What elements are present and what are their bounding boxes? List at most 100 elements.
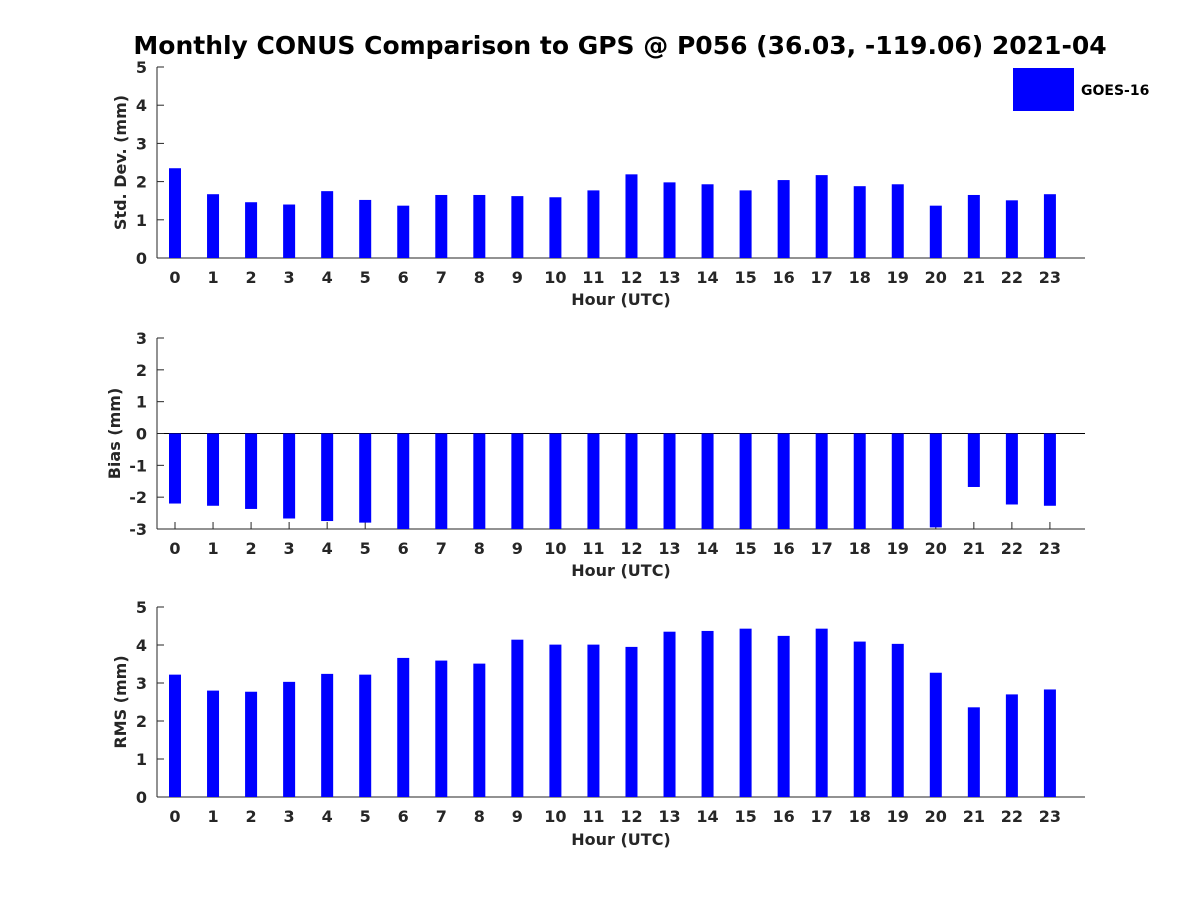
bias-bar-hour-2 (245, 433, 258, 509)
legend-label-goes16: GOES-16 (1081, 83, 1149, 99)
bias-x-tick-label: 10 (544, 539, 566, 558)
rms-x-tick-label: 23 (1039, 807, 1061, 826)
bias-bar-hour-5 (359, 433, 372, 523)
std-dev-bar-hour-13 (663, 182, 676, 258)
bias-y-tick-label: -3 (129, 520, 147, 539)
std-dev-bar-hour-18 (853, 186, 866, 258)
std-dev-x-tick-label: 15 (734, 268, 756, 287)
std-dev-bar-hour-23 (1043, 194, 1056, 258)
bias-bar-hour-17 (815, 433, 828, 529)
bias-bar-hour-18 (853, 433, 866, 529)
rms-x-axis-label: Hour (UTC) (571, 830, 671, 849)
std-dev-x-tick-label: 22 (1001, 268, 1023, 287)
rms-x-tick-label: 12 (620, 807, 642, 826)
bias-bar-hour-4 (321, 433, 334, 522)
rms-x-tick-label: 0 (169, 807, 180, 826)
bias-x-tick-label: 14 (696, 539, 718, 558)
bias-x-tick-label: 0 (169, 539, 180, 558)
rms-bar-hour-1 (207, 690, 220, 797)
std-dev-x-tick-label: 13 (658, 268, 680, 287)
bias-y-tick-label: 2 (136, 361, 147, 380)
std-dev-x-axis-label: Hour (UTC) (571, 290, 671, 309)
rms-x-tick-label: 18 (849, 807, 871, 826)
std-dev-bar-hour-11 (587, 190, 600, 258)
std-dev-bar-hour-10 (549, 197, 562, 258)
bias-y-tick-label: 3 (136, 329, 147, 348)
rms-bar-hour-6 (397, 657, 410, 797)
std-dev-bar-hour-21 (967, 194, 980, 258)
std-dev-x-tick-label: 14 (696, 268, 718, 287)
rms-bar-hour-11 (587, 644, 600, 797)
std-dev-x-tick-label: 10 (544, 268, 566, 287)
std-dev-bar-hour-0 (169, 168, 181, 258)
std-dev-x-tick-label: 6 (398, 268, 409, 287)
std-dev-y-tick-label: 1 (136, 211, 147, 230)
bias-x-tick-label: 18 (849, 539, 871, 558)
bias-x-tick-label: 4 (322, 539, 333, 558)
std-dev-bar-hour-5 (359, 199, 372, 258)
std-dev-x-tick-label: 23 (1039, 268, 1061, 287)
std-dev-bar-hour-19 (891, 184, 904, 258)
rms-bar-hour-9 (511, 639, 524, 797)
bias-x-tick-label: 16 (773, 539, 795, 558)
bias-x-tick-label: 7 (436, 539, 447, 558)
std-dev-bar-hour-12 (625, 174, 638, 258)
legend-swatch-goes16 (1013, 68, 1074, 111)
rms-x-tick-label: 5 (360, 807, 371, 826)
bias-x-axis-label: Hour (UTC) (571, 561, 671, 580)
legend: GOES-16 (1013, 68, 1149, 111)
bias-y-axis-label: Bias (mm) (105, 388, 124, 480)
rms-x-tick-label: 14 (696, 807, 718, 826)
std-dev-bar-hour-6 (397, 205, 410, 258)
std-dev-bar-hour-20 (929, 205, 942, 258)
rms-x-tick-label: 21 (963, 807, 985, 826)
std-dev-bar-hour-16 (777, 180, 790, 258)
bias-x-tick-label: 19 (887, 539, 909, 558)
bias-x-tick-label: 8 (474, 539, 485, 558)
std-dev-y-tick-label: 5 (136, 58, 147, 77)
bias-bar-hour-3 (283, 433, 296, 519)
rms-bar-hour-17 (815, 628, 828, 797)
rms-x-tick-label: 9 (512, 807, 523, 826)
rms-bar-hour-18 (853, 641, 866, 797)
std-dev-x-tick-label: 9 (512, 268, 523, 287)
std-dev-y-axis-label: Std. Dev. (mm) (111, 95, 130, 230)
rms-bar-hour-5 (359, 674, 372, 797)
std-dev-y-tick-label: 3 (136, 134, 147, 153)
bias-x-tick-label: 2 (246, 539, 257, 558)
bias-bar-hour-12 (625, 433, 638, 529)
rms-x-tick-label: 2 (246, 807, 257, 826)
rms-bar-hour-12 (625, 646, 638, 797)
std-dev-bar-hour-14 (701, 184, 714, 258)
std-dev-x-tick-label: 12 (620, 268, 642, 287)
bias-bar-hour-23 (1043, 433, 1056, 506)
bias-x-tick-label: 6 (398, 539, 409, 558)
std-dev-bar-hour-1 (207, 194, 220, 258)
bias-bar-hour-13 (663, 433, 676, 529)
bias-x-tick-label: 17 (811, 539, 833, 558)
std-dev-x-tick-label: 1 (207, 268, 218, 287)
std-dev-x-tick-label: 18 (849, 268, 871, 287)
bias-x-tick-label: 11 (582, 539, 604, 558)
bias-x-tick-label: 5 (360, 539, 371, 558)
rms-bar-hour-22 (1005, 694, 1018, 797)
bias-x-tick-label: 13 (658, 539, 680, 558)
rms-y-axis-label: RMS (mm) (111, 655, 130, 748)
std-dev-y-tick-label: 4 (136, 96, 147, 115)
std-dev-x-tick-label: 4 (322, 268, 333, 287)
std-dev-x-tick-label: 5 (360, 268, 371, 287)
rms-x-tick-label: 3 (284, 807, 295, 826)
bias-bar-hour-22 (1005, 433, 1018, 505)
std-dev-bar-hour-15 (739, 190, 752, 258)
rms-bar-hour-14 (701, 630, 714, 797)
bias-x-tick-label: 23 (1039, 539, 1061, 558)
rms-x-tick-label: 6 (398, 807, 409, 826)
rms-bar-hour-2 (245, 691, 258, 797)
bias-bar-hour-0 (169, 433, 181, 504)
bias-bar-hour-20 (929, 433, 942, 528)
bias-x-tick-label: 15 (734, 539, 756, 558)
std-dev-bar-hour-2 (245, 202, 258, 258)
std-dev-x-tick-label: 16 (773, 268, 795, 287)
rms-x-tick-label: 19 (887, 807, 909, 826)
